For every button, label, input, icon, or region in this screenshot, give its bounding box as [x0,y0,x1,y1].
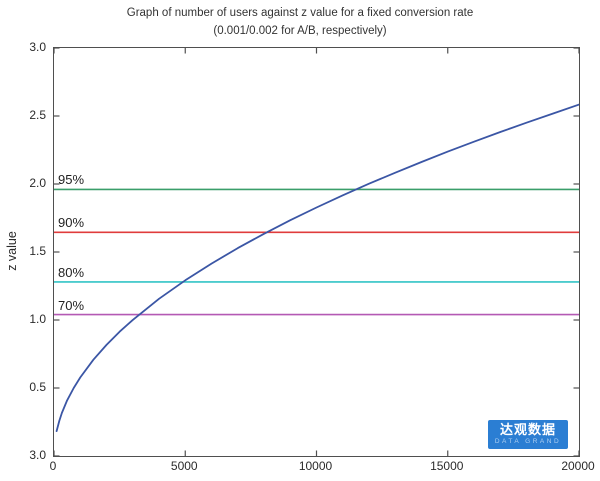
y-tick-label-1: 2.5 [29,108,46,122]
data-curve [55,103,579,433]
y-tick-label-6: 3.0 [29,448,46,462]
y-tick-label-0: 3.0 [29,40,46,54]
watermark-en-text: DATA GRAND [494,438,562,445]
y-tick-label-4: 1.0 [29,312,46,326]
chart-title-line2: (0.001/0.002 for A/B, respectively) [213,25,387,37]
chart-canvas [54,48,579,456]
y-tick-label-5: 0.5 [29,380,46,394]
chart-title-line1: Graph of number of users against z value… [126,7,474,19]
y-tick-label-3: 1.5 [29,244,46,258]
watermark: 达观数据 DATA GRAND [488,420,568,449]
reference-label-70pct: 70% [58,297,85,313]
x-tick-label-2: 10000 [298,459,333,473]
reference-label-80pct: 80% [58,264,85,280]
x-tick-label-3: 15000 [430,459,464,473]
x-tick-label-4: 20000 [561,459,595,473]
reference-label-95pct: 95% [58,172,85,188]
x-tick-label-1: 5000 [170,459,198,473]
watermark-cn-text: 达观数据 [499,422,556,437]
reference-label-90pct: 90% [58,215,85,231]
plot-area: 达观数据 DATA GRAND 95% 90% 80% 70% [53,47,580,457]
x-tick-label-0: 0 [49,459,57,473]
y-tick-label-2: 2.0 [29,176,46,190]
